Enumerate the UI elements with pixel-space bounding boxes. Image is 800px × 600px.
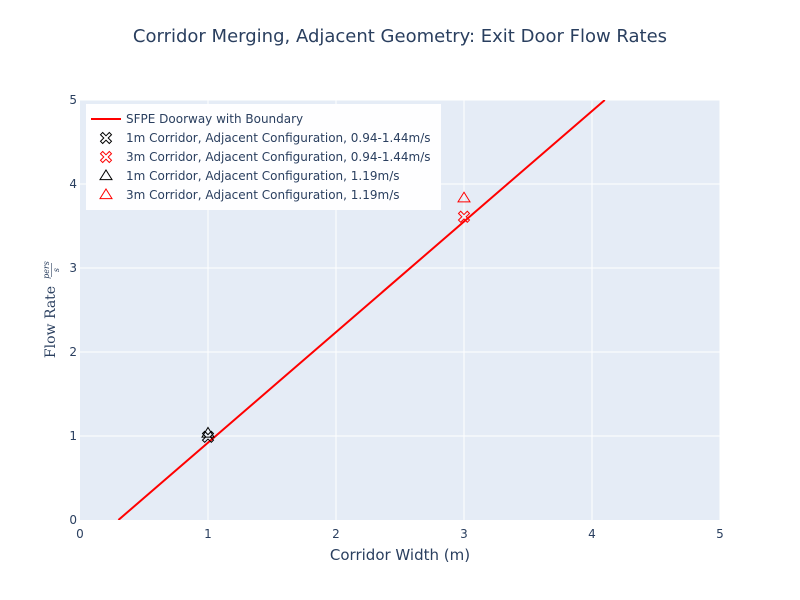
legend-item[interactable]: 3m Corridor, Adjacent Configuration, 0.9… [99,150,431,164]
series-2 [457,210,471,223]
y-tick-label: 4 [69,177,77,191]
y-axis-title: Flow Rate pers s [42,261,61,358]
legend-marker-swatch [99,150,113,164]
series-4 [457,191,471,203]
x-axis-ticks: 0 1 2 3 4 5 [76,527,724,541]
y-tick-label: 0 [69,513,77,527]
legend-marker-swatch [99,131,113,145]
y-axis-title-denominator: s [52,268,61,272]
y-tick-label: 2 [69,345,77,359]
legend-item[interactable]: 1m Corridor, Adjacent Configuration, 1.1… [99,169,400,183]
series-layer [117,100,606,520]
legend-label: 3m Corridor, Adjacent Configuration, 0.9… [126,150,431,164]
legend-label: 1m Corridor, Adjacent Configuration, 0.9… [126,131,431,145]
series-0 [117,100,606,520]
x-tick-label: 0 [76,527,84,541]
legend-item[interactable]: 3m Corridor, Adjacent Configuration, 1.1… [99,188,400,202]
series-1 [201,430,215,444]
data-point [457,210,471,223]
x-tick-label: 5 [716,527,724,541]
series-line [117,100,606,520]
legend-marker-swatch [99,169,113,181]
x-tick-label: 1 [204,527,212,541]
legend-item[interactable]: SFPE Doorway with Boundary [91,112,303,126]
y-tick-label: 1 [69,429,77,443]
x-tick-label: 2 [332,527,340,541]
y-tick-label: 3 [69,261,77,275]
legend-label: SFPE Doorway with Boundary [126,112,303,126]
legend[interactable]: SFPE Doorway with Boundary 1m Corridor, A… [86,104,441,210]
legend-box [86,104,441,210]
legend-label: 3m Corridor, Adjacent Configuration, 1.1… [126,188,400,202]
y-axis-title-text: Flow Rate [43,286,59,358]
chart-title: Corridor Merging, Adjacent Geometry: Exi… [133,26,667,47]
data-point [201,426,215,438]
legend-item[interactable]: 1m Corridor, Adjacent Configuration, 0.9… [99,131,431,145]
legend-label: 1m Corridor, Adjacent Configuration, 1.1… [126,169,400,183]
x-tick-label: 4 [588,527,596,541]
y-axis-title-numerator: pers [42,261,51,279]
series-3 [201,426,215,438]
grid [80,99,721,520]
data-point [457,191,471,203]
data-point [201,430,215,444]
x-axis-title: Corridor Width (m) [330,546,470,564]
legend-marker-swatch [99,188,113,200]
y-tick-label: 5 [69,93,77,107]
x-tick-label: 3 [460,527,468,541]
y-axis-ticks: 0 1 2 3 4 5 [69,93,77,527]
